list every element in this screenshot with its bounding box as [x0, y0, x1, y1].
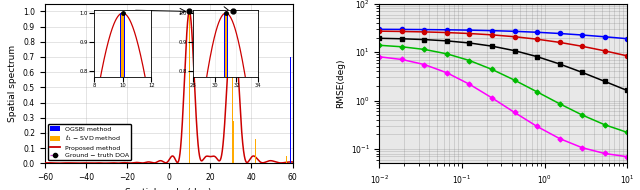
Bar: [232, 11, 233, 163]
Bar: [255, 139, 256, 163]
Y-axis label: Spatial spectrum: Spatial spectrum: [8, 45, 17, 122]
Bar: [290, 57, 291, 163]
Y-axis label: RMSE(deg): RMSE(deg): [336, 59, 345, 108]
Bar: [232, 11, 234, 163]
X-axis label: Spatial angle (deg): Spatial angle (deg): [125, 188, 212, 190]
Legend: OGSBI method, $\ell_1$ − SVD method, Proposed method, Ground − truth DOA: OGSBI method, $\ell_1$ − SVD method, Pro…: [48, 124, 131, 160]
Bar: [189, 11, 190, 163]
Bar: [286, 156, 287, 163]
